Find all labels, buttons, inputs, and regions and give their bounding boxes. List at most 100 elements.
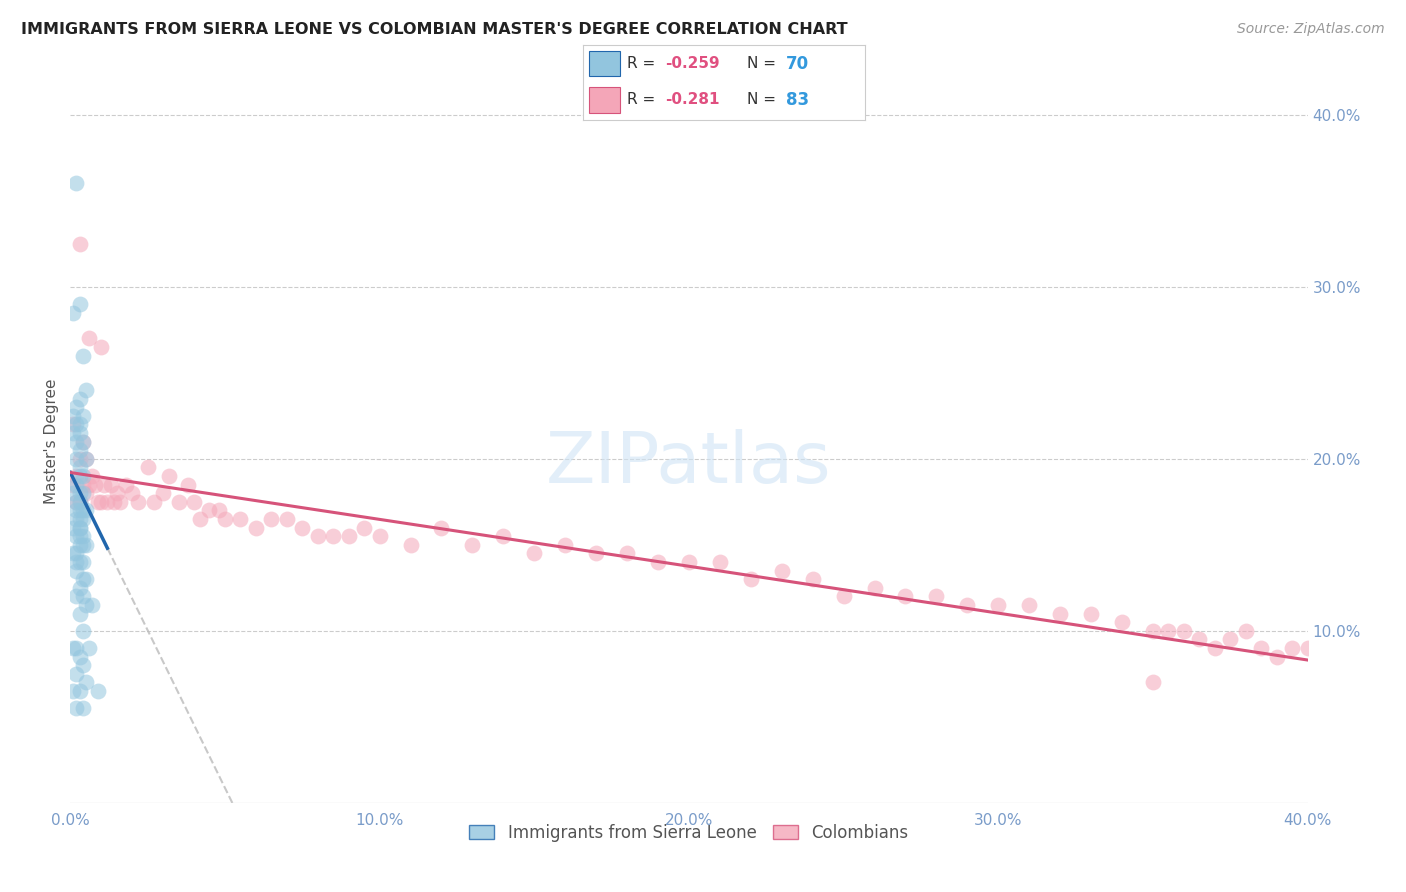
Point [1296, 640, 1319, 655]
Point [72, 590, 94, 604]
Point [77, 331, 100, 345]
Point [260, 512, 283, 526]
Point [105, 486, 128, 500]
Text: R =: R = [627, 93, 661, 107]
Point [65, 434, 87, 449]
Point [430, 520, 453, 534]
Point [72, 409, 94, 423]
Point [87, 494, 110, 508]
Point [245, 520, 267, 534]
Point [62, 425, 84, 440]
Point [65, 666, 87, 681]
Point [307, 529, 329, 543]
Point [65, 529, 87, 543]
Point [87, 684, 110, 698]
Point [1250, 640, 1272, 655]
Point [214, 512, 236, 526]
Point [75, 538, 97, 552]
Text: 70: 70 [786, 54, 808, 72]
Point [399, 538, 422, 552]
Point [100, 477, 122, 491]
Point [177, 477, 200, 491]
Point [925, 590, 948, 604]
Point [69, 512, 91, 526]
Point [1173, 624, 1195, 638]
Point [136, 460, 159, 475]
Point [72, 477, 94, 491]
Point [461, 538, 484, 552]
Point [69, 451, 91, 466]
Point [69, 520, 91, 534]
Point [167, 494, 190, 508]
Point [72, 701, 94, 715]
Point [69, 486, 91, 500]
Point [183, 494, 205, 508]
Point [585, 546, 607, 560]
Point [1049, 607, 1071, 621]
Point [157, 469, 180, 483]
Point [69, 443, 91, 458]
Point [84, 477, 107, 491]
Bar [589, 51, 620, 77]
Point [75, 675, 97, 690]
Point [276, 512, 298, 526]
Point [65, 640, 87, 655]
Bar [589, 87, 620, 112]
Text: R =: R = [627, 56, 661, 71]
Point [62, 305, 84, 319]
Point [523, 546, 546, 560]
Point [770, 564, 793, 578]
Point [75, 598, 97, 612]
Point [108, 494, 131, 508]
Point [72, 555, 94, 569]
Point [77, 477, 100, 491]
Legend: Immigrants from Sierra Leone, Colombians: Immigrants from Sierra Leone, Colombians [463, 817, 915, 848]
Point [1142, 675, 1164, 690]
Point [69, 649, 91, 664]
Point [65, 494, 87, 508]
Point [65, 417, 87, 432]
Point [616, 546, 638, 560]
Text: -0.281: -0.281 [665, 93, 720, 107]
Point [72, 529, 94, 543]
Point [1018, 598, 1040, 612]
Point [709, 555, 731, 569]
Point [80, 598, 103, 612]
Point [62, 477, 84, 491]
Point [69, 607, 91, 621]
Point [80, 469, 103, 483]
Point [62, 640, 84, 655]
Point [198, 503, 221, 517]
Point [62, 486, 84, 500]
Point [987, 598, 1010, 612]
Point [72, 503, 94, 517]
Point [65, 590, 87, 604]
Point [103, 494, 125, 508]
Point [894, 590, 917, 604]
Point [69, 469, 91, 483]
Point [65, 546, 87, 560]
Point [62, 520, 84, 534]
Point [65, 555, 87, 569]
Point [69, 538, 91, 552]
Point [678, 555, 700, 569]
Point [62, 546, 84, 560]
Point [69, 297, 91, 311]
Point [75, 486, 97, 500]
Point [72, 572, 94, 586]
Text: -0.259: -0.259 [665, 56, 720, 71]
Point [65, 701, 87, 715]
Text: Source: ZipAtlas.com: Source: ZipAtlas.com [1237, 22, 1385, 37]
Y-axis label: Master's Degree: Master's Degree [44, 379, 59, 504]
Point [65, 512, 87, 526]
Point [72, 486, 94, 500]
Point [72, 349, 94, 363]
Point [69, 684, 91, 698]
Point [65, 477, 87, 491]
Point [69, 529, 91, 543]
Point [554, 538, 576, 552]
Point [69, 520, 91, 534]
Point [65, 451, 87, 466]
Point [90, 340, 112, 354]
Point [65, 400, 87, 414]
